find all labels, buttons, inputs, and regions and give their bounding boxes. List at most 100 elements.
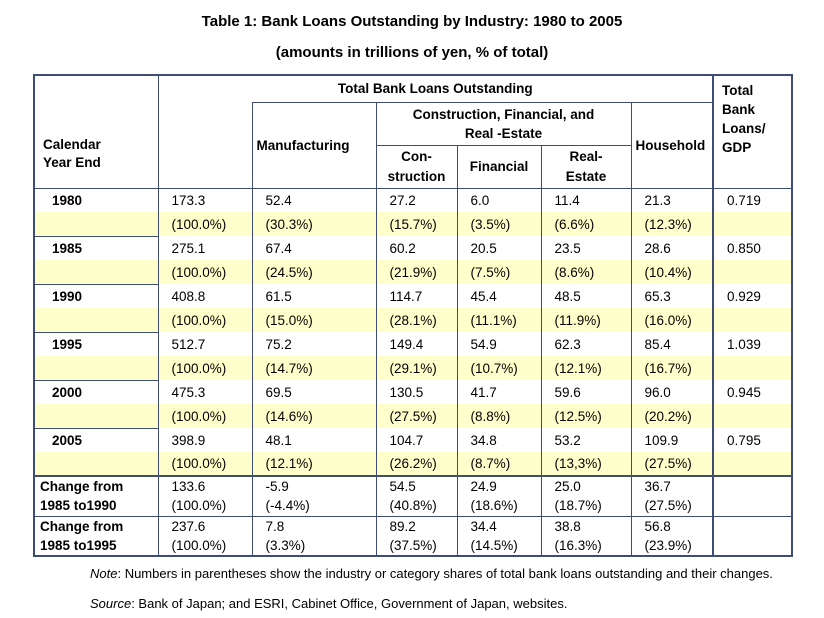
header-row-2: Manufacturing Construction, Financial, a… xyxy=(34,101,792,188)
amount-cell: 67.4 xyxy=(251,236,376,260)
spacer-cell xyxy=(712,475,793,516)
source-text: : Bank of Japan; and ESRI, Cabinet Offic… xyxy=(131,596,568,611)
header-row-3: Con-struction Financial Real- Estate xyxy=(34,144,792,188)
change-cell: 25.0 (18.7%) xyxy=(540,475,631,516)
table-row-change-1985-1995: Change from 1985 to1995 237.6 (100.0%) 7.8… xyxy=(34,515,793,556)
col-header-household: Household xyxy=(630,101,714,188)
share-cell: (28.1%) xyxy=(375,308,457,332)
change-amount: 36.7 xyxy=(644,479,671,495)
table-row-1995-values: 1995 512.7 75.2 149.4 54.9 62.3 85.4 1.0… xyxy=(34,332,793,356)
amount-cell: 114.7 xyxy=(375,284,457,308)
change-share: (100.0%) xyxy=(171,537,227,553)
change-cell: 237.6 (100.0%) xyxy=(157,515,252,556)
year-label-cell: 2000 xyxy=(52,384,83,400)
amount-cell: 398.9 xyxy=(157,428,252,452)
amount-cell: 52.4 xyxy=(251,187,376,212)
table-row-1990-values: 1990 408.8 61.5 114.7 45.4 48.5 65.3 0.9… xyxy=(34,284,793,308)
table-row-1980-shares: (100.0%) (30.3%) (15.7%) (3.5%) (6.6%) (… xyxy=(34,212,793,237)
gdp-cell: 0.850 xyxy=(712,236,793,260)
share-cell: (100.0%) xyxy=(157,452,252,476)
amount-cell: 28.6 xyxy=(630,236,714,260)
page-subtitle: (amounts in trillions of yen, % of total… xyxy=(275,44,549,61)
change-amount: 24.9 xyxy=(470,479,497,495)
table-row-1995-shares: (100.0%) (14.7%) (29.1%) (10.7%) (12.1%)… xyxy=(34,356,793,381)
share-cell: (10.4%) xyxy=(630,260,714,284)
share-cell: (11.1%) xyxy=(456,308,541,332)
amount-cell: 61.5 xyxy=(251,284,376,308)
change-cell: 7.8 (3.3%) xyxy=(251,515,376,556)
change-amount: 54.5 xyxy=(389,479,416,495)
col-header-construction: Con-struction xyxy=(375,144,457,188)
share-cell: (8.6%) xyxy=(540,260,631,284)
change-share: (14.5%) xyxy=(470,537,518,553)
table-row-change-1985-1990: Change from 1985 to1990 133.6 (100.0%) -5.… xyxy=(34,475,793,516)
change-share: (16.3%) xyxy=(554,537,602,553)
amount-cell: 149.4 xyxy=(375,332,457,356)
amount-cell: 96.0 xyxy=(630,380,714,404)
change-label-cell: Change from 1985 to1990 xyxy=(34,475,158,516)
col-header-real-estate: Real- Estate xyxy=(540,144,631,188)
spacer-cell xyxy=(712,515,793,556)
change-amount: 237.6 xyxy=(171,518,206,534)
share-cell: (100.0%) xyxy=(157,356,252,380)
amount-cell: 11.4 xyxy=(540,187,631,212)
share-cell: (20.2%) xyxy=(630,404,714,428)
table-row-1980-values: 1980 173.3 52.4 27.2 6.0 11.4 21.3 0.719 xyxy=(34,187,793,212)
change-cell: 36.7 (27.5%) xyxy=(630,475,714,516)
change-share: (100.0%) xyxy=(171,498,227,514)
header-empty-cell xyxy=(157,102,252,188)
gdp-cell: 0.929 xyxy=(712,284,793,308)
amount-cell: 48.5 xyxy=(540,284,631,308)
spacer-cell xyxy=(34,404,158,429)
share-cell: (12.3%) xyxy=(630,212,714,236)
bank-loans-table: Calendar Year End Total Bank Loans Outsta… xyxy=(33,74,794,557)
amount-cell: 41.7 xyxy=(456,380,541,404)
note-text: : Numbers in parentheses show the indust… xyxy=(117,566,773,581)
table-row-1985-values: 1985 275.1 67.4 60.2 20.5 23.5 28.6 0.85… xyxy=(34,236,793,260)
table-row-2005-values: 2005 398.9 48.1 104.7 34.8 53.2 109.9 0.… xyxy=(34,428,793,452)
share-cell: (12.1%) xyxy=(251,452,376,476)
amount-cell: 59.6 xyxy=(540,380,631,404)
group-header-construction-financial-real-estate: Construction, Financial, and Real -Estate xyxy=(375,101,631,145)
share-cell: (16.7%) xyxy=(630,356,714,380)
note-label: Note xyxy=(90,566,118,581)
change-cell: 38.8 (16.3%) xyxy=(540,515,631,556)
amount-cell: 104.7 xyxy=(375,428,457,452)
amount-cell: 512.7 xyxy=(157,332,252,356)
change-share: (37.5%) xyxy=(389,537,437,553)
change-cell: 89.2 (37.5%) xyxy=(375,515,457,556)
amount-cell: 130.5 xyxy=(375,380,457,404)
share-cell: (3.5%) xyxy=(456,212,541,236)
spacer-cell xyxy=(34,356,158,381)
change-amount: 133.6 xyxy=(171,479,206,495)
change-amount: 34.4 xyxy=(470,518,497,534)
change-cell: 133.6 (100.0%) xyxy=(157,475,252,516)
table-row-1990-shares: (100.0%) (15.0%) (28.1%) (11.1%) (11.9%)… xyxy=(34,308,793,333)
gdp-cell: 0.945 xyxy=(712,380,793,404)
share-cell: (12.5%) xyxy=(540,404,631,428)
amount-cell: 21.3 xyxy=(630,187,714,212)
gdp-cell: 1.039 xyxy=(712,332,793,356)
amount-cell: 85.4 xyxy=(630,332,714,356)
share-cell: (16.0%) xyxy=(630,308,714,332)
share-cell: (13,3%) xyxy=(540,452,631,476)
share-cell: (7.5%) xyxy=(456,260,541,284)
amount-cell: 27.2 xyxy=(375,187,457,212)
header-row-1: Calendar Year End Total Bank Loans Outsta… xyxy=(34,75,793,188)
gdp-cell: 0.719 xyxy=(712,187,793,212)
amount-cell: 62.3 xyxy=(540,332,631,356)
share-cell: (29.1%) xyxy=(375,356,457,380)
gdp-cell: 0.795 xyxy=(712,428,793,452)
table-note: Note: Numbers in parentheses show the in… xyxy=(90,566,824,582)
share-cell: (15.7%) xyxy=(375,212,457,236)
group-header-total-bank-loans: Total Bank Loans Outstanding xyxy=(157,75,714,102)
spacer-cell xyxy=(712,356,793,380)
amount-cell: 60.2 xyxy=(375,236,457,260)
share-cell: (14.7%) xyxy=(251,356,376,380)
change-share: (18.6%) xyxy=(470,498,518,514)
spacer-cell xyxy=(712,404,793,428)
spacer-cell xyxy=(34,308,158,333)
amount-cell: 75.2 xyxy=(251,332,376,356)
amount-cell: 20.5 xyxy=(456,236,541,260)
share-cell: (27.5%) xyxy=(630,452,714,476)
